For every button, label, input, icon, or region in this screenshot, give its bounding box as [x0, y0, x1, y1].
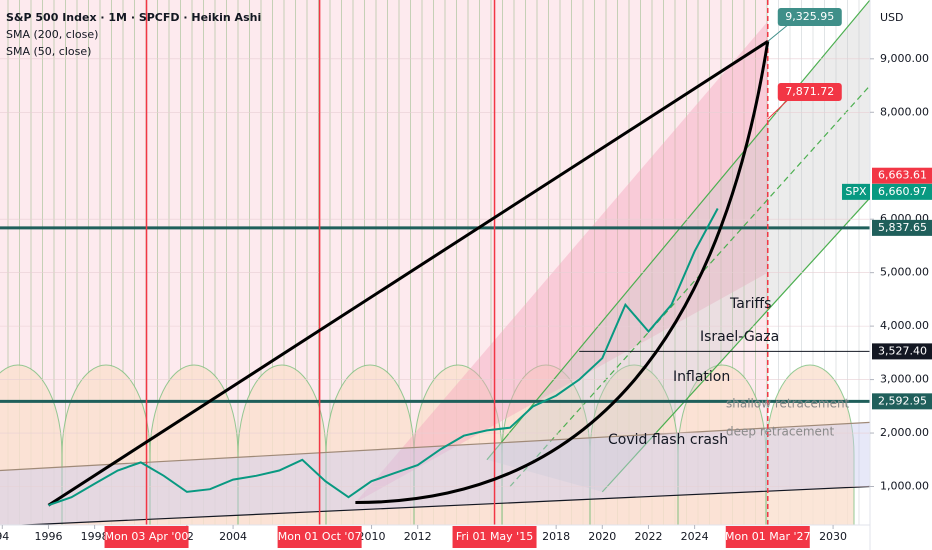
resistance-line [0, 421, 870, 472]
channel-line [601, 197, 870, 493]
y-tick-label: 4,000.00 [880, 319, 929, 332]
price-tag-label: 6,663.61 [878, 169, 927, 182]
annotation: Covid flash crash [608, 432, 728, 448]
y-tick-label: 2,000.00 [880, 426, 929, 439]
price-tag-label: 2,592.95 [878, 394, 927, 407]
support-line [10, 485, 870, 525]
price-tag-label: 5,837.65 [878, 221, 927, 234]
y-tick-label: 1,000.00 [880, 480, 929, 493]
support-band [0, 422, 870, 525]
fan [355, 21, 768, 503]
chart-title: S&P 500 Index · 1M · SPCFD · Heikin Ashi [6, 11, 261, 24]
y-tick-label: 8,000.00 [880, 105, 929, 118]
x-tick-label: 2020 [588, 530, 616, 543]
x-tick-label: 2030 [819, 530, 847, 543]
date-tag-label: Mon 03 Apr '00 [105, 530, 189, 543]
parabola [355, 41, 770, 505]
callout-box [777, 83, 842, 101]
trendline [47, 40, 769, 507]
annotation: shallow retracement [726, 397, 850, 411]
annotation: Tariffs [729, 296, 771, 312]
callout-box [777, 8, 842, 26]
annotation: Inflation [673, 369, 730, 385]
date-tag-label: Mon 01 Mar '27 [725, 530, 810, 543]
date-tag-label: Mon 01 Oct '07 [278, 530, 362, 543]
plot-area [0, 0, 870, 525]
currency-label: USD [880, 11, 904, 24]
y-tick-label: 5,000.00 [880, 266, 929, 279]
channel [486, 0, 870, 492]
x-tick-label: 94 [0, 530, 9, 543]
x-tick-label: 2010 [358, 530, 386, 543]
x-tick-label: 1998 [81, 530, 109, 543]
callout-label: 9,325.95 [785, 10, 834, 23]
indicator-label: SMA (200, close) [6, 28, 98, 41]
x-tick-label: 2012 [404, 530, 432, 543]
date-tag [725, 526, 810, 548]
price-line [48, 208, 719, 507]
x-tick-label: 2022 [634, 530, 662, 543]
x-tick-label: 1996 [34, 530, 62, 543]
channel-line [486, 0, 870, 461]
price-tag [872, 393, 932, 410]
callout-leader [767, 24, 789, 42]
annotation: Israel-Gaza [700, 329, 779, 345]
price-tag-label: 6,660.97 [878, 185, 927, 198]
date-tag [104, 526, 189, 548]
date-tag [452, 526, 537, 548]
annotation: deep retracement [726, 425, 835, 439]
date-tag-label: Fri 01 May '15 [456, 530, 533, 543]
y-tick-label: 9,000.00 [880, 52, 929, 65]
y-tick-label: 3,000.00 [880, 373, 929, 386]
price-tag [872, 343, 932, 360]
x-tick-label: 2024 [681, 530, 709, 543]
series-name: SPX [845, 185, 867, 198]
x-tick-label: 2004 [219, 530, 247, 543]
indicator-label: SMA (50, close) [6, 45, 91, 58]
x-tick-label: 2018 [542, 530, 570, 543]
price-tag [872, 219, 932, 236]
date-tag [277, 526, 362, 548]
price-tag [872, 167, 932, 184]
callout-leader [767, 99, 789, 120]
callout-label: 7,871.72 [785, 85, 834, 98]
price-tag [872, 183, 932, 200]
series-tag [842, 183, 870, 200]
price-tag-label: 3,527.40 [878, 344, 927, 357]
